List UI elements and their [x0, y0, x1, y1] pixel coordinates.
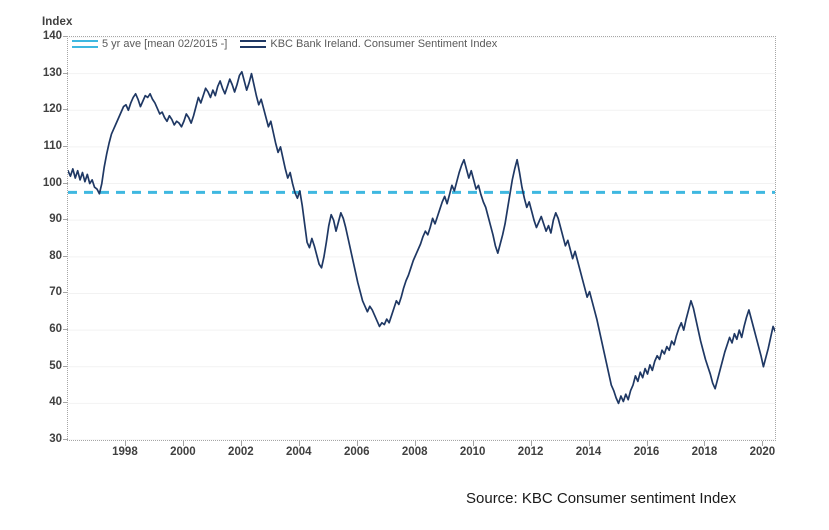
x-axis-tick-label: 2004 — [286, 446, 312, 458]
y-axis-tick-label: 120 — [42, 103, 62, 116]
x-axis-tick-mark — [240, 441, 242, 446]
legend-swatch-icon — [72, 39, 98, 50]
y-axis-tick-mark — [63, 292, 68, 294]
plot-svg — [68, 37, 775, 440]
plot-area — [67, 36, 776, 441]
x-axis-tick-label: 2020 — [749, 446, 776, 458]
y-axis-tick-label: 80 — [49, 249, 62, 262]
y-axis-tick-mark — [63, 255, 68, 257]
sentiment-index-line — [68, 70, 775, 405]
x-axis-tick-mark — [182, 441, 184, 446]
x-axis-tick-label: 2018 — [691, 446, 718, 458]
y-axis-tick-mark — [63, 145, 68, 147]
x-axis-tick-label: 2008 — [401, 446, 428, 458]
legend-label: 5 yr ave [mean 02/2015 -] — [102, 38, 228, 50]
y-axis-tick-label: 140 — [42, 30, 62, 42]
legend-kbc-index[interactable]: KBC Bank Ireland. Consumer Sentiment Ind… — [240, 38, 497, 50]
source-note: Source: KBC Consumer sentiment Index — [466, 490, 737, 507]
y-axis-tick-label: 40 — [49, 396, 62, 409]
y-axis-tick-mark — [63, 109, 68, 111]
y-axis-tick-mark — [63, 365, 68, 367]
y-axis-tick-mark — [63, 439, 68, 440]
y-axis-tick-mark — [63, 219, 68, 221]
y-axis-tick-mark — [63, 36, 68, 37]
x-axis-tick-label: 2016 — [633, 446, 660, 458]
x-axis-tick-mark — [530, 441, 532, 446]
x-axis-tick-mark — [124, 441, 126, 446]
gridlines — [68, 37, 775, 440]
x-axis-tick-label: 1998 — [112, 446, 138, 458]
y-axis-tick-mark — [63, 329, 68, 331]
y-axis-tick-label: 60 — [49, 323, 62, 336]
x-axis-tick-mark — [298, 441, 300, 446]
y-axis-labels: 30 40 50 60 70 80 90 100 110 120 130 140 — [18, 30, 62, 445]
x-axis-tick-mark — [472, 441, 474, 446]
y-axis-tick-label: 70 — [49, 286, 62, 299]
legend-label: KBC Bank Ireland. Consumer Sentiment Ind… — [270, 38, 498, 50]
x-axis-tick-label: 2012 — [517, 446, 544, 458]
y-axis-tick-mark — [63, 72, 68, 74]
chart-legend: 5 yr ave [mean 02/2015 -] KBC Bank Irelan… — [72, 36, 505, 52]
y-axis-tick-mark — [63, 402, 68, 404]
y-axis-tick-label: 110 — [43, 139, 62, 152]
x-axis-tick-mark — [414, 441, 416, 446]
x-axis-tick-label: 2002 — [228, 446, 254, 458]
y-axis-tick-label: 90 — [49, 213, 62, 226]
legend-5yr-average[interactable]: 5 yr ave [mean 02/2015 -] — [72, 38, 227, 50]
y-axis-title: Index — [42, 16, 73, 28]
x-axis-tick-mark — [704, 441, 706, 446]
x-axis-tick-label: 2014 — [575, 446, 602, 458]
y-axis-tick-mark — [63, 182, 68, 184]
y-axis-tick-label: 130 — [42, 66, 62, 79]
y-axis-tick-label: 100 — [42, 176, 62, 189]
y-axis-tick-label: 30 — [49, 433, 62, 445]
x-axis-tick-label: 2006 — [343, 446, 370, 458]
x-axis-tick-mark — [646, 441, 648, 446]
x-axis-tick-mark — [356, 441, 358, 446]
x-axis-tick-mark — [762, 441, 764, 446]
x-axis-tick-mark — [588, 441, 590, 446]
y-axis-tick-label: 50 — [49, 359, 62, 372]
legend-swatch-icon — [240, 39, 267, 50]
x-axis-tick-label: 2010 — [459, 446, 486, 458]
x-axis-tick-label: 2000 — [170, 446, 196, 458]
